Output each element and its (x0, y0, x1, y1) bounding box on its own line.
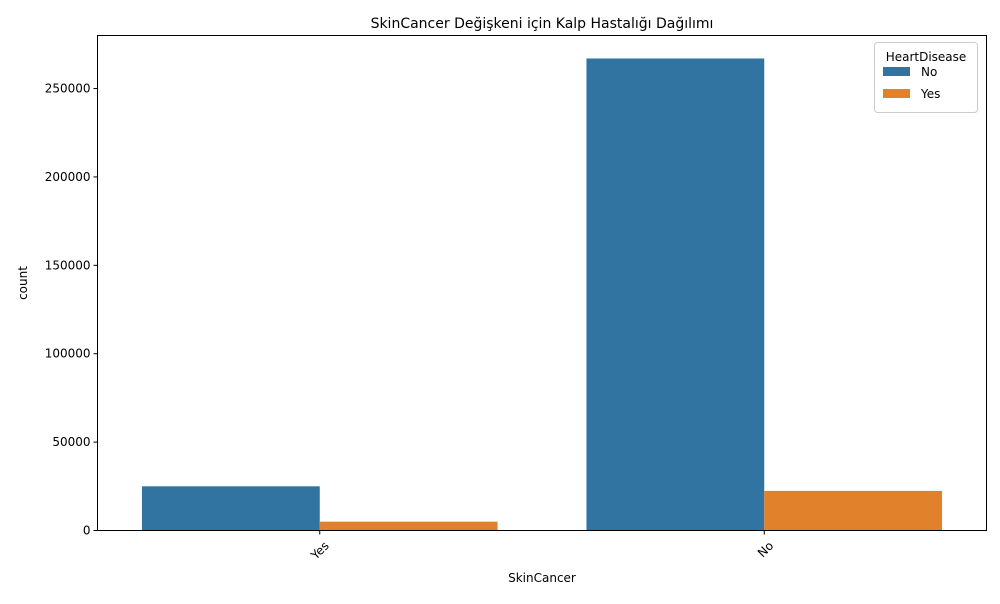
bar-yes-heartdisease-no (141, 486, 320, 531)
y-tick-label: 250000 (45, 82, 91, 96)
y-axis-label: count (16, 266, 30, 300)
y-tick-label: 100000 (45, 347, 91, 361)
y-axis-ticks: 0 50000 100000 150000 200000 250000 (45, 82, 98, 538)
legend-label-yes: Yes (920, 87, 940, 101)
plot-frame (97, 35, 987, 531)
x-tick-label: Yes (308, 539, 332, 563)
legend-title: HeartDisease (886, 50, 967, 64)
x-tick-label: No (755, 539, 776, 560)
legend-swatch-no (883, 67, 910, 76)
bar-yes-heartdisease-yes (319, 521, 498, 531)
bars (141, 58, 943, 531)
bar-no-heartdisease-no (586, 58, 765, 531)
legend-swatch-yes (883, 89, 910, 98)
y-tick-label: 150000 (45, 258, 91, 272)
x-axis-label: SkinCancer (508, 571, 576, 585)
legend-label-no: No (921, 65, 937, 79)
y-tick-label: 200000 (45, 170, 91, 184)
x-axis-ticks: Yes No (308, 530, 776, 563)
legend: HeartDisease No Yes (874, 42, 978, 113)
y-tick-label: 50000 (52, 435, 90, 449)
axes (97, 35, 987, 531)
bar-no-heartdisease-yes (764, 490, 943, 531)
chart-title: SkinCancer Değişkeni için Kalp Hastalığı… (371, 16, 714, 32)
y-tick-label: 0 (83, 524, 91, 538)
